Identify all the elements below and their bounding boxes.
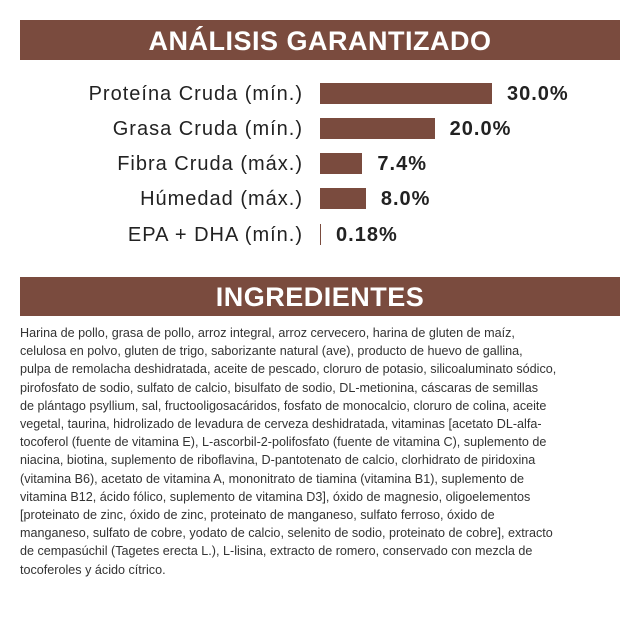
ingredient-text: de plántago psyllium, sal, fructooligosa… — [20, 398, 547, 413]
category-label: Húmedad (máx.) — [140, 188, 303, 210]
category-label: Fibra Cruda (máx.) — [117, 153, 303, 175]
ingredient-text: (vitamina B6), acetato de vitamina A, mo… — [20, 471, 525, 486]
ingredient-text: celulosa en polvo, gluten de trigo, sabo… — [20, 344, 523, 359]
bar — [320, 83, 492, 104]
ingredient-text: tocoferoles y ácido cítrico. — [20, 562, 166, 577]
ingredient-text: pulpa de remolacha deshidratada, aceite … — [20, 362, 557, 377]
ingredient-text: manganeso, sulfato de cobre, yodato de c… — [20, 526, 553, 541]
bar — [320, 118, 435, 139]
bar — [320, 224, 322, 245]
value-label: 8.0% — [380, 188, 431, 210]
value-label: 30.0% — [507, 83, 569, 105]
chart-title: ANÁLISIS GARANTIZADO — [20, 20, 620, 60]
value-label: 0.18% — [336, 224, 398, 246]
section-title: INGREDIENTES — [20, 277, 620, 316]
category-label: EPA + DHA (mín.) — [127, 224, 303, 246]
ingredient-text: de cempasúchil (Tagetes erecta L.), L-li… — [20, 544, 533, 559]
ingredient-text: vitamina B12, ácido fólico, suplemento d… — [20, 489, 531, 504]
value-label: 20.0% — [449, 118, 512, 140]
ingredient-text: niacina, biotina, suplemento de riboflav… — [20, 453, 536, 468]
ingredient-text: pirofosfato de sodio, sulfato de calcio,… — [20, 380, 539, 395]
bar — [320, 188, 366, 209]
ingredient-text: vegetal, taurina, hidrolizado de levadur… — [20, 417, 542, 431]
bar — [320, 153, 363, 174]
ingredient-text: Harina de pollo, grasa de pollo, arroz i… — [20, 326, 515, 340]
value-label: 7.4% — [377, 153, 428, 175]
ingredient-text: [proteinato de zinc, óxido de zinc, prot… — [20, 508, 495, 522]
ingredient-text: tocoferol (fuente de vitamina E), L-asco… — [20, 435, 547, 450]
category-label: Grasa Cruda (mín.) — [112, 118, 303, 140]
category-label: Proteína Cruda (mín.) — [88, 83, 303, 105]
